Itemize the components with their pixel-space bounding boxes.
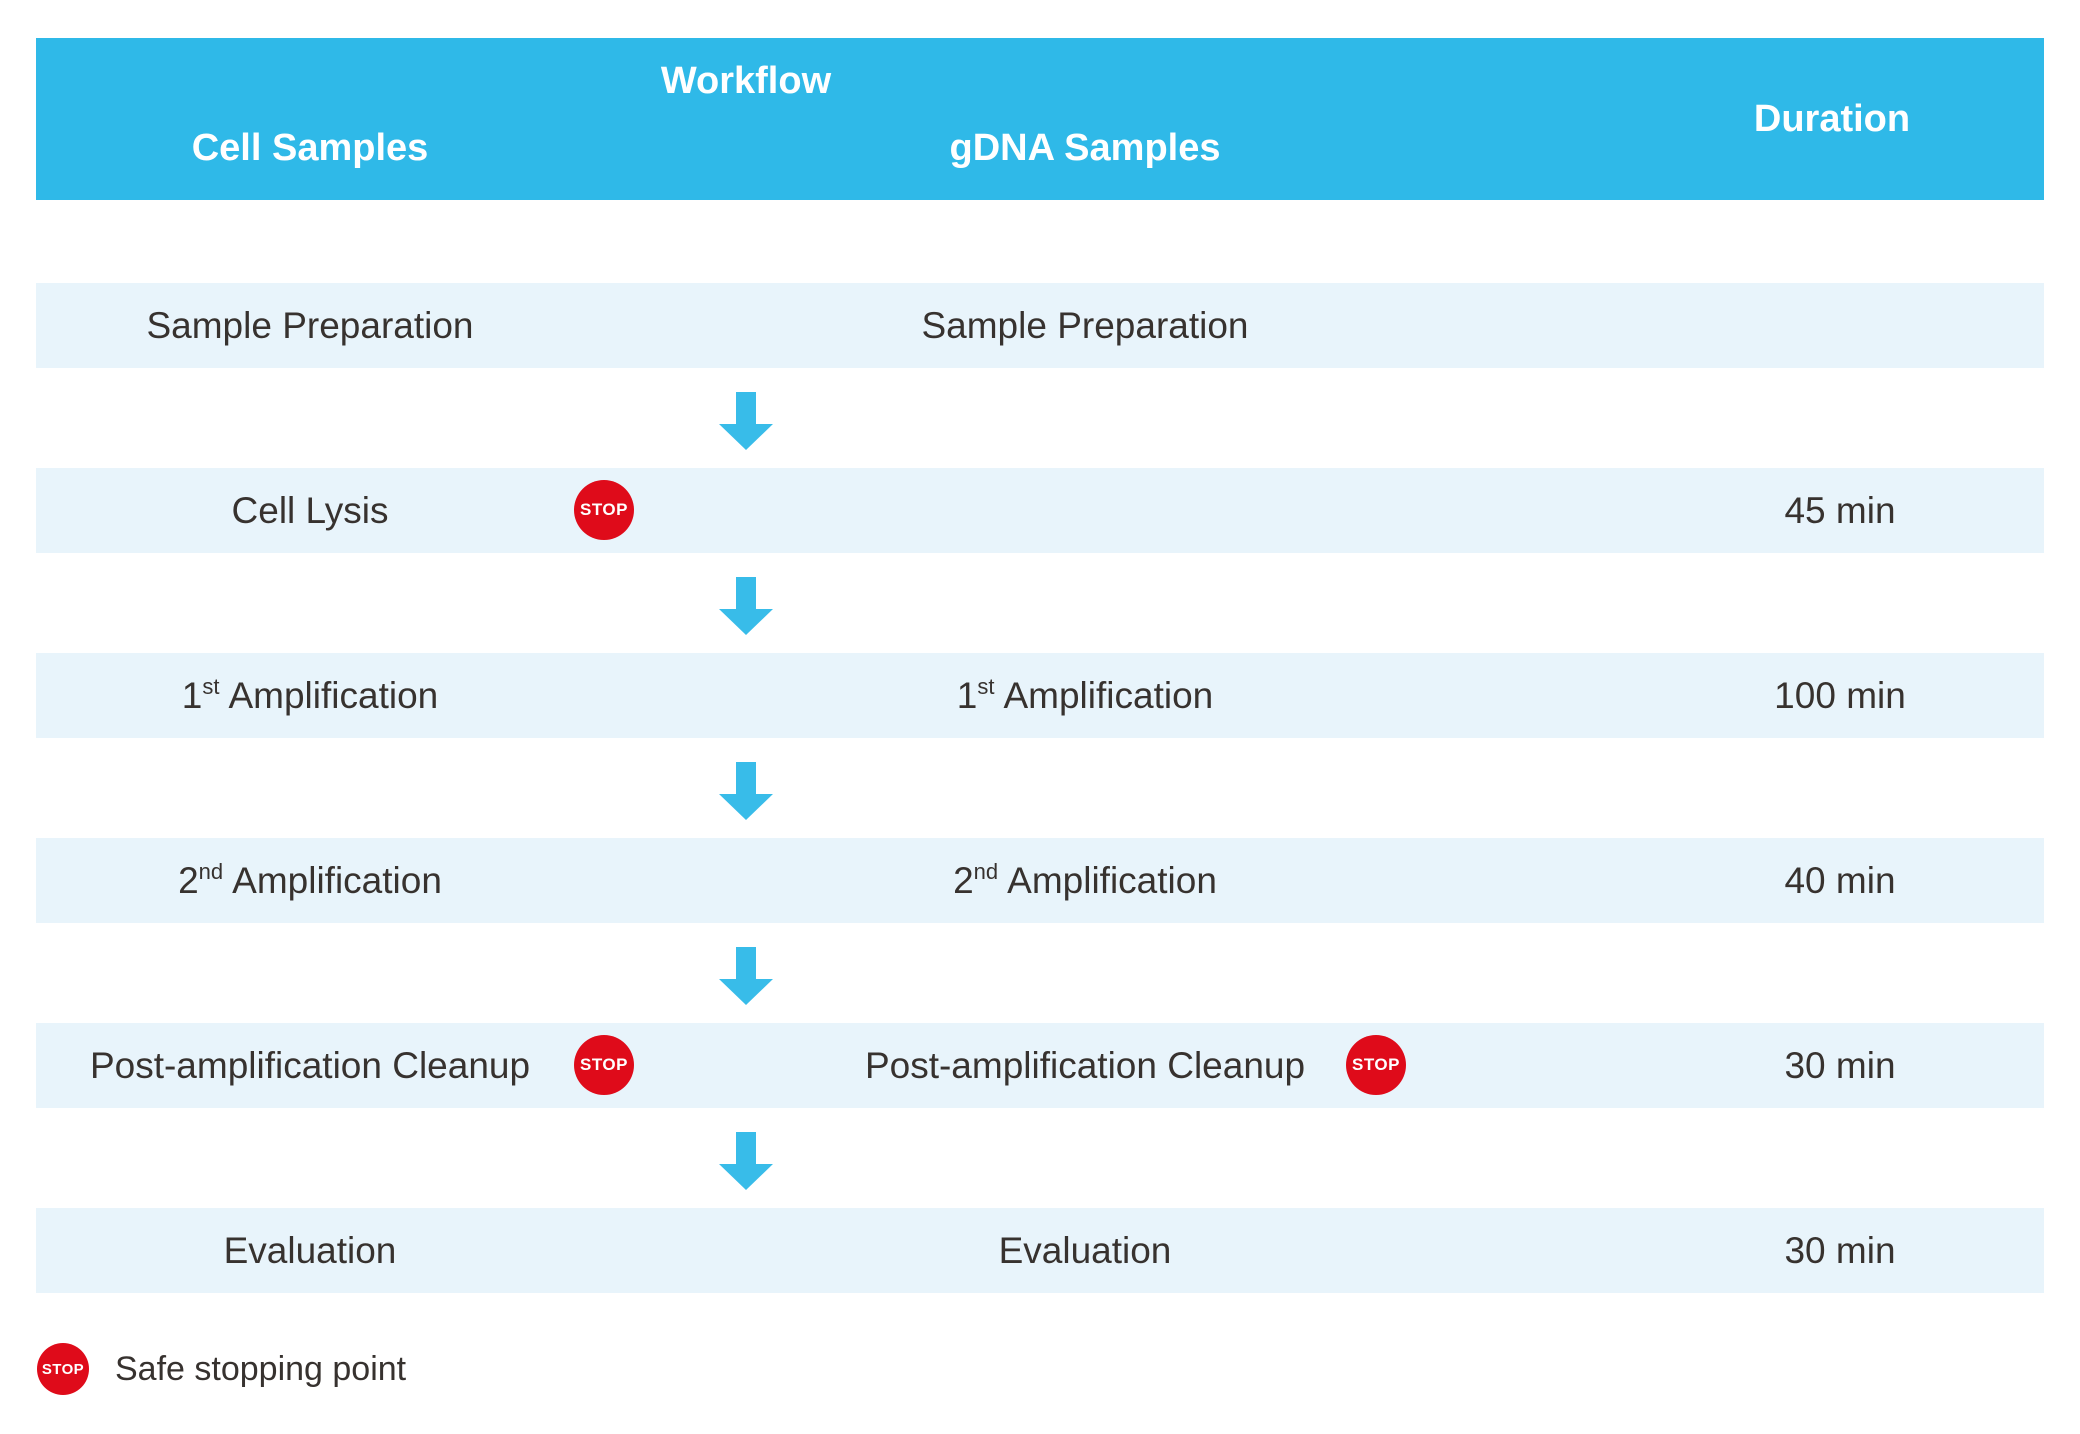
- stop-icon-label: STOP: [580, 1055, 628, 1074]
- arrow-head: [719, 424, 773, 450]
- table-header: Workflow Cell Samples gDNA Samples Durat…: [36, 38, 2044, 200]
- stop-icon-label: STOP: [41, 1360, 85, 1378]
- row-cell-lysis: Cell Lysis STOP 45 min: [36, 468, 2044, 553]
- row-second-amplification: 2nd Amplification 2nd Amplification 40 min: [36, 838, 2044, 923]
- down-arrow-icon: [719, 1132, 773, 1190]
- gdna-samples-step: Sample Preparation: [921, 305, 1249, 346]
- down-arrow-icon: [719, 762, 773, 820]
- arrow-head: [719, 609, 773, 635]
- cell-samples-step: Cell Lysis: [231, 490, 389, 531]
- stop-icon: STOP: [574, 480, 634, 540]
- header-workflow-title: Workflow: [660, 60, 832, 102]
- cell-samples-step: Post-amplification Cleanup: [89, 1045, 531, 1086]
- row-post-amplification-cleanup: Post-amplification Cleanup STOP Post-amp…: [36, 1023, 2044, 1108]
- duration-value: 100 min: [1774, 675, 1906, 716]
- arrow-shaft: [736, 947, 756, 979]
- row-evaluation: Evaluation Evaluation 30 min: [36, 1208, 2044, 1293]
- arrow-shaft: [736, 1132, 756, 1164]
- cell-samples-step: 2nd Amplification: [178, 859, 442, 901]
- header-col-duration: Duration: [1753, 98, 1911, 140]
- stop-icon: STOP: [37, 1343, 89, 1395]
- stop-icon: STOP: [1346, 1035, 1406, 1095]
- gdna-samples-step: 1st Amplification: [956, 674, 1214, 716]
- gdna-samples-step: Post-amplification Cleanup: [864, 1045, 1306, 1086]
- down-arrow-icon: [719, 392, 773, 450]
- arrow-shaft: [736, 392, 756, 424]
- header-col-gdna-samples: gDNA Samples: [949, 127, 1221, 169]
- duration-value: 30 min: [1784, 1045, 1896, 1086]
- legend-text: Safe stopping point: [115, 1349, 407, 1388]
- duration-value: 45 min: [1784, 490, 1896, 531]
- down-arrow-icon: [719, 947, 773, 1005]
- arrow-shaft: [736, 577, 756, 609]
- cell-samples-step: 1st Amplification: [181, 674, 439, 716]
- arrow-shaft: [736, 762, 756, 794]
- down-arrow-icon: [719, 577, 773, 635]
- row-sample-preparation: Sample Preparation Sample Preparation: [36, 283, 2044, 368]
- duration-value: 30 min: [1784, 1230, 1896, 1271]
- legend: STOP Safe stopping point: [37, 1343, 406, 1395]
- arrow-head: [719, 794, 773, 820]
- duration-value: 40 min: [1784, 860, 1896, 901]
- row-first-amplification: 1st Amplification 1st Amplification 100 mi…: [36, 653, 2044, 738]
- cell-samples-step: Sample Preparation: [146, 305, 474, 346]
- stop-icon-label: STOP: [580, 500, 628, 519]
- gdna-samples-step: Evaluation: [998, 1230, 1172, 1271]
- header-col-cell-samples: Cell Samples: [191, 127, 429, 169]
- cell-samples-step: Evaluation: [223, 1230, 397, 1271]
- arrow-head: [719, 979, 773, 1005]
- gdna-samples-step: 2nd Amplification: [953, 859, 1217, 901]
- stop-icon: STOP: [574, 1035, 634, 1095]
- arrow-head: [719, 1164, 773, 1190]
- stop-icon-label: STOP: [1352, 1055, 1400, 1074]
